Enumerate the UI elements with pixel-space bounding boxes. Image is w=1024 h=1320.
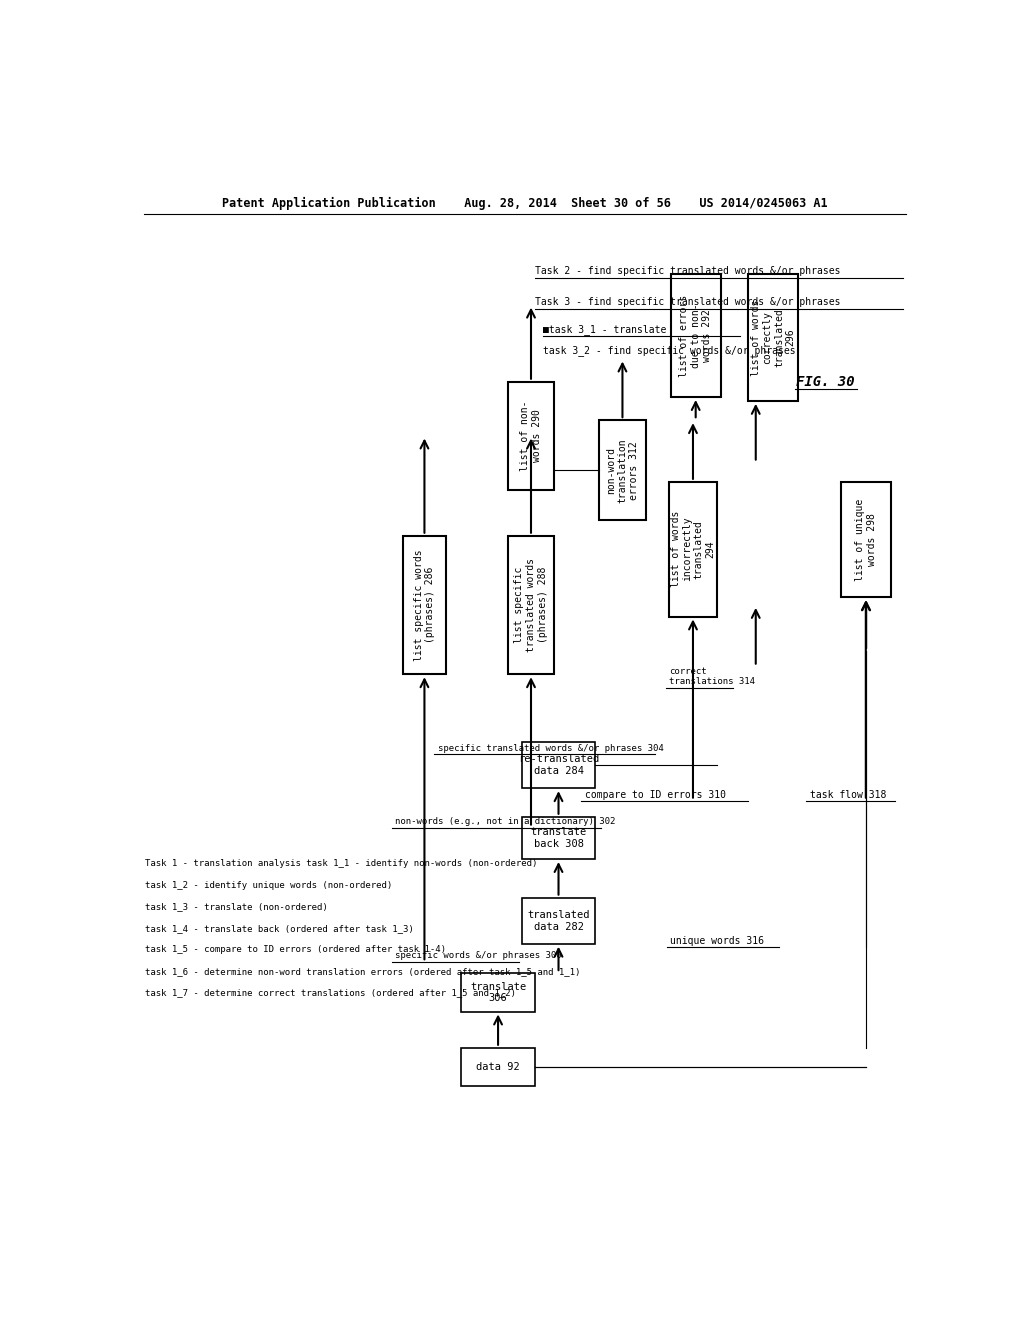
Bar [599, 420, 646, 520]
Bar [671, 275, 721, 397]
Bar [403, 536, 445, 675]
Bar [461, 1048, 535, 1086]
Text: ■task 3_1 - translate: ■task 3_1 - translate [543, 323, 666, 335]
Text: specific translated words &/or phrases 304: specific translated words &/or phrases 3… [438, 743, 664, 752]
Text: non-word
translation
errors 312: non-word translation errors 312 [606, 438, 639, 503]
Text: specific words &/or phrases 300: specific words &/or phrases 300 [395, 952, 562, 961]
Text: list of words
incorrectly
translated
294: list of words incorrectly translated 294 [671, 511, 716, 587]
Text: compare to ID errors 310: compare to ID errors 310 [586, 789, 726, 800]
Text: task 3_2 - find specific words &/or phrases: task 3_2 - find specific words &/or phra… [543, 346, 796, 356]
Text: translate
back 308: translate back 308 [530, 828, 587, 849]
Text: Patent Application Publication    Aug. 28, 2014  Sheet 30 of 56    US 2014/02450: Patent Application Publication Aug. 28, … [222, 197, 827, 210]
Bar [461, 973, 535, 1011]
Bar [508, 381, 554, 490]
Text: re-translated
data 284: re-translated data 284 [518, 754, 599, 776]
Text: task 1_7 - determine correct translations (ordered after 1_5 and 1_2): task 1_7 - determine correct translation… [145, 989, 516, 998]
Bar [841, 482, 891, 597]
Bar [521, 898, 595, 944]
Text: list of non-
words 290: list of non- words 290 [520, 400, 542, 471]
Text: Task 3 - find specific translated words &/or phrases: Task 3 - find specific translated words … [535, 297, 841, 308]
Text: list of words
correctly
translated
296: list of words correctly translated 296 [751, 300, 796, 376]
Text: Task 2 - find specific translated words &/or phrases: Task 2 - find specific translated words … [535, 267, 841, 276]
Bar [521, 742, 595, 788]
Text: correct
translations 314: correct translations 314 [669, 667, 755, 686]
Text: translated
data 282: translated data 282 [527, 909, 590, 932]
Text: list specific words
(phrases) 286: list specific words (phrases) 286 [414, 549, 435, 661]
Bar [669, 482, 717, 616]
Text: task flow 318: task flow 318 [810, 789, 887, 800]
Text: Task 1 - translation analysis task 1_1 - identify non-words (non-ordered): Task 1 - translation analysis task 1_1 -… [145, 859, 538, 869]
Text: task 1_4 - translate back (ordered after task 1_3): task 1_4 - translate back (ordered after… [145, 924, 414, 933]
Text: task 1_3 - translate (non-ordered): task 1_3 - translate (non-ordered) [145, 903, 328, 911]
Bar [521, 817, 595, 859]
Text: unique words 316: unique words 316 [671, 936, 765, 946]
Text: task 1_5 - compare to ID errors (ordered after task 1-4): task 1_5 - compare to ID errors (ordered… [145, 945, 446, 954]
Text: FIG. 30: FIG. 30 [797, 375, 855, 388]
Bar [748, 275, 799, 401]
Bar [508, 536, 554, 675]
Text: task 1_6 - determine non-word translation errors (ordered after task 1_5 and 1_1: task 1_6 - determine non-word translatio… [145, 966, 581, 975]
Text: translate
306: translate 306 [470, 982, 526, 1003]
Text: data 92: data 92 [476, 1063, 520, 1072]
Text: list of unique
words 298: list of unique words 298 [855, 499, 877, 581]
Text: task 1_2 - identify unique words (non-ordered): task 1_2 - identify unique words (non-or… [145, 880, 392, 890]
Text: list of errors
due to non-
words 292: list of errors due to non- words 292 [679, 294, 713, 376]
Text: list specific
translated words
(phrases) 288: list specific translated words (phrases)… [514, 558, 548, 652]
Text: non-words (e.g., not in a dictionary) 302: non-words (e.g., not in a dictionary) 30… [395, 817, 615, 826]
